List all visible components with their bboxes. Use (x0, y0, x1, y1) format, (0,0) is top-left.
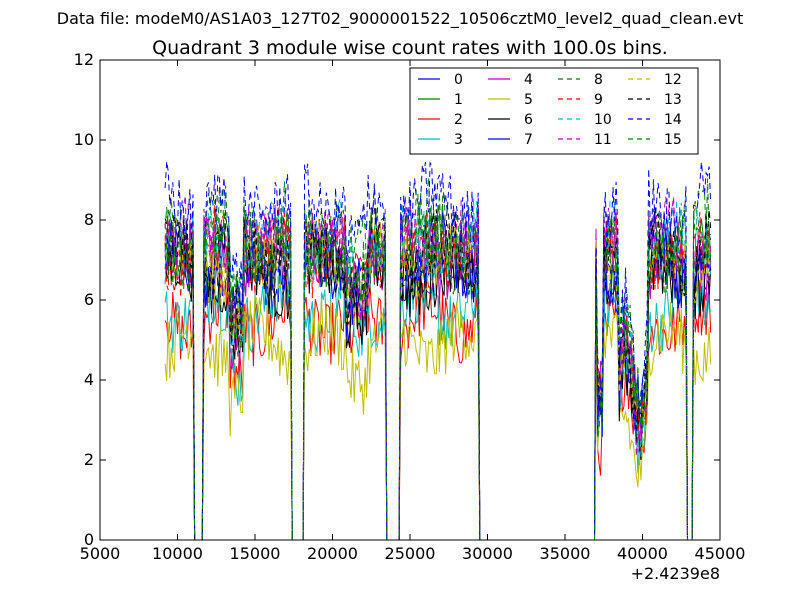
x-offset-label: +2.4239e8 (631, 564, 720, 583)
x-tick-label: 5000 (80, 544, 121, 563)
y-tick-label: 2 (84, 450, 94, 469)
series-line-5 (164, 295, 712, 540)
chart-title: Quadrant 3 module wise count rates with … (152, 37, 668, 59)
legend-label-13: 13 (664, 92, 682, 108)
x-tick-label: 45000 (695, 544, 746, 563)
series-line-9 (164, 205, 711, 540)
legend-label-15: 15 (664, 132, 682, 148)
series-line-10 (164, 197, 712, 540)
x-tick-label: 30000 (462, 544, 513, 563)
tick-layer: 5000 10000 15000 20000 25000 30000 35000 40000 4… (74, 50, 746, 563)
legend-label-10: 10 (594, 112, 612, 128)
legend-label-3: 3 (454, 132, 463, 148)
x-tick-label: 35000 (540, 544, 591, 563)
x-tick-label: 25000 (385, 544, 436, 563)
y-tick-label: 0 (84, 530, 94, 549)
legend-label-7: 7 (524, 132, 533, 148)
x-tick-label: 40000 (617, 544, 668, 563)
legend-label-8: 8 (594, 72, 603, 88)
x-tick-label: 20000 (307, 544, 358, 563)
legend-frame (409, 67, 699, 155)
legend-label-6: 6 (524, 112, 533, 128)
legend-label-1: 1 (454, 92, 463, 108)
x-tick-label: 10000 (152, 544, 203, 563)
legend-label-2: 2 (454, 112, 463, 128)
legend-label-4: 4 (524, 72, 533, 88)
legend-label-5: 5 (524, 92, 533, 108)
y-tick-label: 8 (84, 210, 94, 229)
y-tick-label: 10 (74, 130, 94, 149)
series-line-14 (164, 161, 712, 540)
chart-suptitle: Data file: modeM0/AS1A03_127T02_90000015… (57, 9, 743, 29)
series-layer (164, 161, 712, 540)
legend-label-12: 12 (664, 72, 682, 88)
y-tick-label: 6 (84, 290, 94, 309)
legend-label-0: 0 (454, 72, 463, 88)
y-tick-label: 12 (74, 50, 94, 69)
y-tick-label: 4 (84, 370, 94, 389)
x-tick-label: 15000 (230, 544, 281, 563)
legend-label-14: 14 (664, 112, 682, 128)
series-line-15 (164, 201, 712, 540)
legend-label-11: 11 (594, 132, 612, 148)
legend-label-9: 9 (594, 92, 603, 108)
series-line-12 (164, 214, 711, 540)
